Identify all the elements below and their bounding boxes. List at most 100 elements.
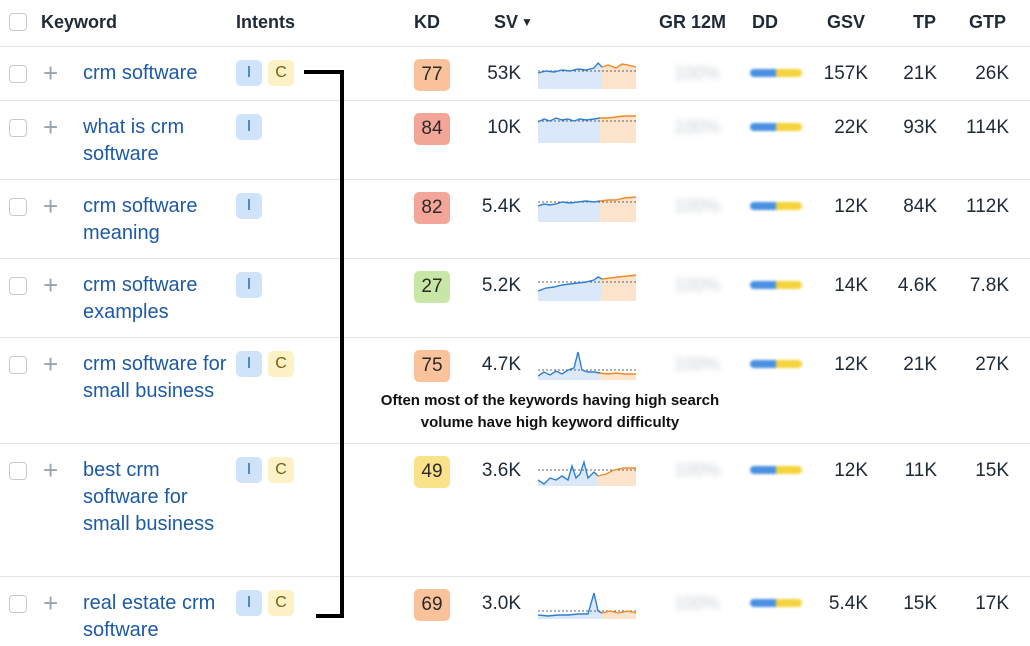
global-search-volume: 12K xyxy=(834,460,868,481)
row-divider xyxy=(0,576,1030,577)
difficulty-distribution-bar xyxy=(750,281,802,289)
kd-badge: 27 xyxy=(414,271,450,303)
table-row: + what is crm software I 84 10K 100% 22K… xyxy=(0,101,1030,179)
sparkline-area-past xyxy=(538,277,602,301)
sparkline-area-forecast xyxy=(600,373,636,380)
keyword-link[interactable]: crm software for small business xyxy=(83,353,227,402)
sparkline-line-past xyxy=(538,200,601,207)
trend-sparkline[interactable] xyxy=(538,113,636,143)
row-checkbox[interactable] xyxy=(9,595,27,613)
sparkline-line-forecast xyxy=(600,115,636,119)
growth-12m-blurred: 100% xyxy=(674,117,721,137)
row-divider xyxy=(0,443,1030,444)
header-keyword[interactable]: Keyword xyxy=(41,12,118,32)
traffic-potential: 21K xyxy=(903,354,937,375)
traffic-potential: 21K xyxy=(903,63,937,84)
header-gr12m[interactable]: GR 12M xyxy=(659,12,727,32)
traffic-potential: 84K xyxy=(903,196,937,217)
growth-12m-blurred: 100% xyxy=(674,354,721,374)
trend-sparkline[interactable] xyxy=(538,271,636,301)
keyword-link[interactable]: crm software xyxy=(83,62,198,84)
row-checkbox[interactable] xyxy=(9,277,27,295)
header-kd[interactable]: KD xyxy=(414,12,440,32)
difficulty-distribution-bar xyxy=(750,466,802,474)
header-sv[interactable]: SV ▼ xyxy=(494,12,533,33)
global-search-volume: 14K xyxy=(834,275,868,296)
sparkline-area-forecast xyxy=(602,275,636,301)
trend-sparkline[interactable] xyxy=(538,350,636,380)
intent-commercial-badge[interactable]: C xyxy=(268,590,294,616)
row-checkbox[interactable] xyxy=(9,198,27,216)
global-search-volume: 12K xyxy=(834,196,868,217)
header-dd[interactable]: DD xyxy=(752,12,778,32)
intent-informational-badge[interactable]: I xyxy=(236,351,262,377)
keyword-link[interactable]: what is crm software xyxy=(83,116,185,165)
keyword-link[interactable]: best crm software for small business xyxy=(83,459,215,535)
intent-informational-badge[interactable]: I xyxy=(236,272,262,298)
trend-sparkline[interactable] xyxy=(538,456,636,486)
kd-badge: 77 xyxy=(414,59,450,91)
annotation-note: Often most of the keywords having high s… xyxy=(340,390,760,434)
search-volume: 5.4K xyxy=(481,196,521,217)
keyword-link[interactable]: real estate crm software xyxy=(83,592,216,641)
global-search-volume: 22K xyxy=(834,117,868,138)
sparkline-line-forecast xyxy=(601,610,636,614)
global-traffic-potential: 26K xyxy=(975,63,1009,84)
intent-informational-badge[interactable]: I xyxy=(236,457,262,483)
add-to-list-icon[interactable]: + xyxy=(43,58,59,88)
intent-informational-badge[interactable]: I xyxy=(236,590,262,616)
header-gtp[interactable]: GTP xyxy=(969,12,1007,32)
add-to-list-icon[interactable]: + xyxy=(43,588,59,618)
sparkline-line-past xyxy=(538,61,603,74)
sparkline-area-forecast xyxy=(600,116,636,143)
sparkline-line-past xyxy=(538,459,599,485)
sparkline-area-forecast xyxy=(598,468,636,486)
difficulty-distribution-bar xyxy=(750,202,802,210)
intent-commercial-badge[interactable]: C xyxy=(268,457,294,483)
kd-badge: 84 xyxy=(414,113,450,145)
search-volume: 3.0K xyxy=(481,593,521,614)
sparkline-line-forecast xyxy=(599,196,636,202)
row-checkbox[interactable] xyxy=(9,356,27,374)
add-to-list-icon[interactable]: + xyxy=(43,191,59,221)
intent-commercial-badge[interactable]: C xyxy=(268,351,294,377)
kd-badge: 75 xyxy=(414,350,450,382)
sparkline-area-past xyxy=(538,118,600,143)
add-to-list-icon[interactable]: + xyxy=(43,112,59,142)
difficulty-distribution-bar xyxy=(750,360,802,368)
traffic-potential: 15K xyxy=(903,593,937,614)
header-sv-label: SV xyxy=(494,12,519,32)
keyword-link[interactable]: crm software examples xyxy=(83,274,198,323)
growth-12m-blurred: 100% xyxy=(674,593,721,613)
row-checkbox[interactable] xyxy=(9,65,27,83)
add-to-list-icon[interactable]: + xyxy=(43,349,59,379)
annotation-line-2: volume have high keyword difficulty xyxy=(420,414,680,431)
sparkline-area-forecast xyxy=(602,611,636,619)
intent-informational-badge[interactable]: I xyxy=(236,60,262,86)
trend-sparkline[interactable] xyxy=(538,589,636,619)
keyword-link[interactable]: crm software meaning xyxy=(83,195,198,244)
header-gsv[interactable]: GSV xyxy=(827,12,866,32)
add-to-list-icon[interactable]: + xyxy=(43,455,59,485)
intent-informational-badge[interactable]: I xyxy=(236,193,262,219)
header-intents[interactable]: Intents xyxy=(236,12,296,32)
row-divider xyxy=(0,100,1030,101)
sparkline-area-forecast xyxy=(602,64,636,89)
row-checkbox[interactable] xyxy=(9,462,27,480)
intent-informational-badge[interactable]: I xyxy=(236,114,262,140)
trend-sparkline[interactable] xyxy=(538,192,636,222)
sparkline-line-past xyxy=(538,276,603,292)
trend-sparkline[interactable] xyxy=(538,59,636,89)
row-checkbox[interactable] xyxy=(9,119,27,137)
table-header: Keyword Intents KD SV ▼ GR 12M DD GSV TP … xyxy=(0,0,1030,46)
header-tp[interactable]: TP xyxy=(913,12,937,32)
table-row: + crm software examples I 27 5.2K 100% 1… xyxy=(0,259,1030,337)
row-divider xyxy=(0,179,1030,180)
growth-12m-blurred: 100% xyxy=(674,275,721,295)
difficulty-distribution-bar xyxy=(750,599,802,607)
intent-commercial-badge[interactable]: C xyxy=(268,60,294,86)
add-to-list-icon[interactable]: + xyxy=(43,270,59,300)
select-all-checkbox[interactable] xyxy=(9,13,27,31)
